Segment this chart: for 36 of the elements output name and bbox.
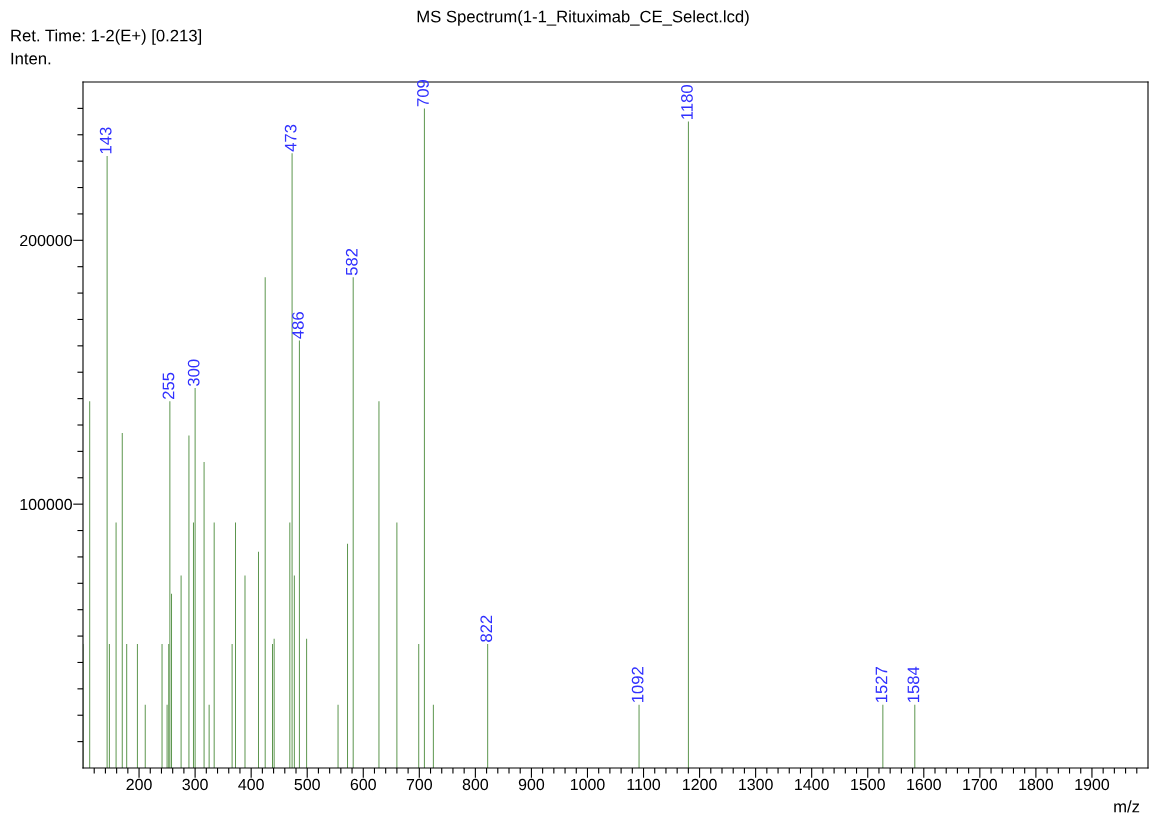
- x-tick-label: 600: [350, 778, 376, 791]
- x-tick-label: 900: [518, 778, 545, 791]
- annotation: 473: [284, 124, 297, 152]
- x-tick-label: 1500: [851, 778, 885, 791]
- y-tick-label: 200000: [20, 234, 72, 247]
- x-tick-label: 400: [238, 778, 264, 791]
- annotation: 486: [292, 312, 304, 339]
- x-tick-label: 1900: [1075, 778, 1110, 791]
- annotation: 143: [99, 127, 112, 154]
- x-tick-label: 1800: [1019, 778, 1054, 791]
- x-tick-label: 1100: [627, 778, 661, 791]
- annotation: 1527: [875, 667, 888, 703]
- y-tick-label: 100000: [20, 498, 72, 511]
- annotation: 1092: [631, 667, 644, 703]
- x-tick-label: 1400: [795, 778, 829, 791]
- annotation: 300: [187, 359, 200, 387]
- annotation: 582: [345, 248, 358, 276]
- annotation: 822: [480, 615, 493, 642]
- x-tick-label: 1700: [963, 778, 997, 791]
- annotation: 255: [162, 372, 175, 400]
- x-tick-label: 500: [294, 778, 320, 791]
- x-tick-label: 700: [406, 778, 433, 791]
- x-tick-label: 1300: [739, 778, 773, 791]
- chart-title: MS Spectrum(1-1_Rituximab_CE_Select.lcd): [417, 10, 749, 26]
- x-tick-label: 1200: [683, 778, 717, 791]
- y-axis-title: Inten.: [11, 52, 51, 65]
- annotation: 1180: [681, 84, 693, 119]
- x-tick-label: 1600: [907, 778, 941, 791]
- x-tick-label: 200: [126, 778, 152, 791]
- annotation: 709: [417, 79, 429, 107]
- text: Ret. Time: 1-2(E+) [0.213]: [11, 29, 202, 45]
- x-axis-title: m/z: [1114, 800, 1140, 813]
- annotation: 1584: [907, 666, 920, 703]
- x-tick-label: 300: [182, 778, 208, 791]
- x-tick-label: 800: [462, 778, 489, 791]
- x-tick-label: 1000: [570, 778, 605, 791]
